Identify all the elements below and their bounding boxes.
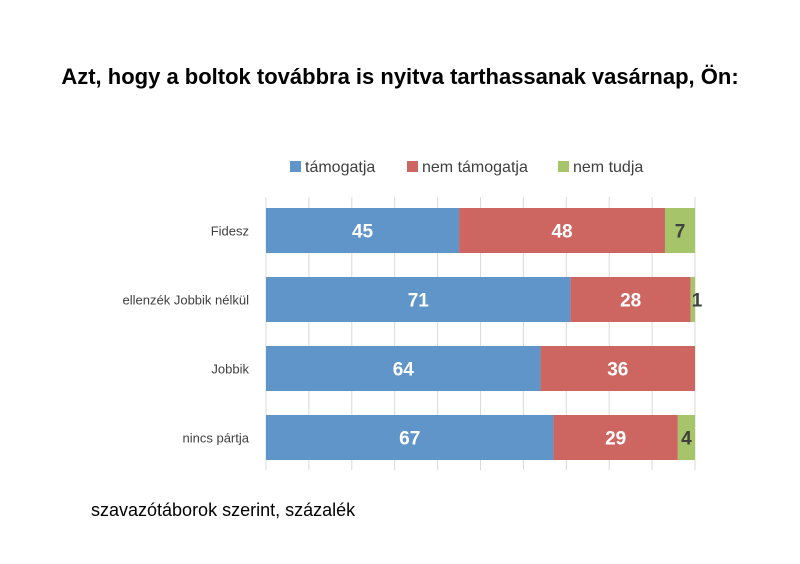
bar-segment	[266, 415, 554, 460]
bar-segment	[570, 277, 691, 322]
legend-label: nem tudja	[573, 159, 643, 176]
legend-label: nem támogatja	[422, 159, 528, 176]
bar-segment	[664, 208, 695, 253]
bar-segment	[553, 415, 678, 460]
data-label: 71	[408, 291, 430, 312]
data-label: 4	[681, 429, 692, 450]
category-label: ellenzék Jobbik nélkül	[123, 293, 250, 308]
data-label: 28	[620, 291, 641, 312]
category-label: Jobbik	[211, 362, 249, 377]
bar-segment	[266, 208, 460, 253]
data-label: 29	[605, 429, 626, 450]
bar-segment	[266, 277, 571, 322]
bar-segment	[690, 277, 695, 322]
legend-swatch	[558, 161, 569, 172]
chart-title: Azt, hogy a boltok továbbra is nyitva ta…	[61, 64, 739, 89]
category-label: nincs pártja	[183, 431, 250, 446]
data-label: 67	[399, 429, 420, 450]
data-label: 1	[692, 291, 703, 312]
data-label: 36	[607, 360, 628, 381]
legend-swatch	[407, 161, 418, 172]
data-label: 48	[551, 222, 572, 243]
data-label: 7	[675, 222, 686, 243]
bar-segment	[459, 208, 665, 253]
bar-segment	[540, 346, 695, 391]
legend-label: támogatja	[305, 159, 375, 176]
bar-segment	[266, 346, 541, 391]
data-label: 45	[352, 222, 374, 243]
chart-note: szavazótáborok szerint, százalék	[91, 500, 356, 520]
bar-segment	[677, 415, 695, 460]
legend-swatch	[290, 161, 301, 172]
data-label: 64	[393, 360, 415, 381]
category-label: Fidesz	[211, 224, 249, 239]
